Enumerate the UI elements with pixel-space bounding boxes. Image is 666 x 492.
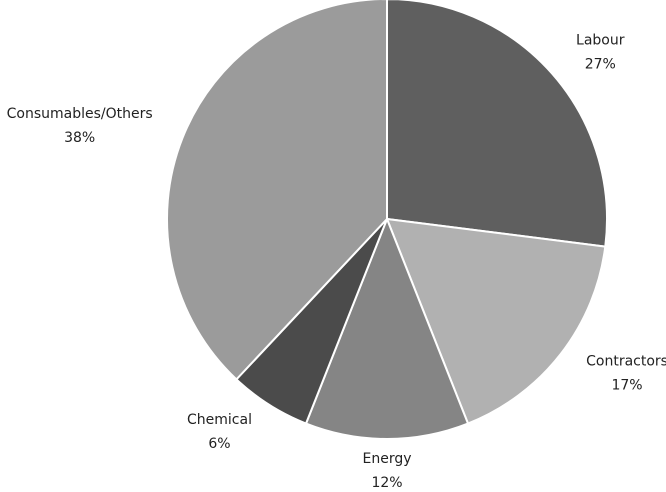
slice-label: Consumables/Others bbox=[7, 106, 153, 122]
slice-label: Energy bbox=[362, 451, 411, 467]
slice-value-label: 17% bbox=[611, 377, 642, 393]
slice-label: Chemical bbox=[187, 412, 252, 428]
pie-slice bbox=[386, 0, 608, 248]
slice-label: Contractors bbox=[586, 353, 666, 369]
slice-value-label: 12% bbox=[371, 475, 402, 491]
slice-value-label: 38% bbox=[64, 130, 95, 146]
pie-slice bbox=[166, 0, 388, 381]
slice-value-label: 6% bbox=[208, 436, 230, 452]
slice-label: Labour bbox=[576, 32, 625, 48]
pie-slice bbox=[304, 216, 470, 440]
slice-value-label: 27% bbox=[585, 56, 616, 72]
pie-slice bbox=[385, 217, 607, 425]
